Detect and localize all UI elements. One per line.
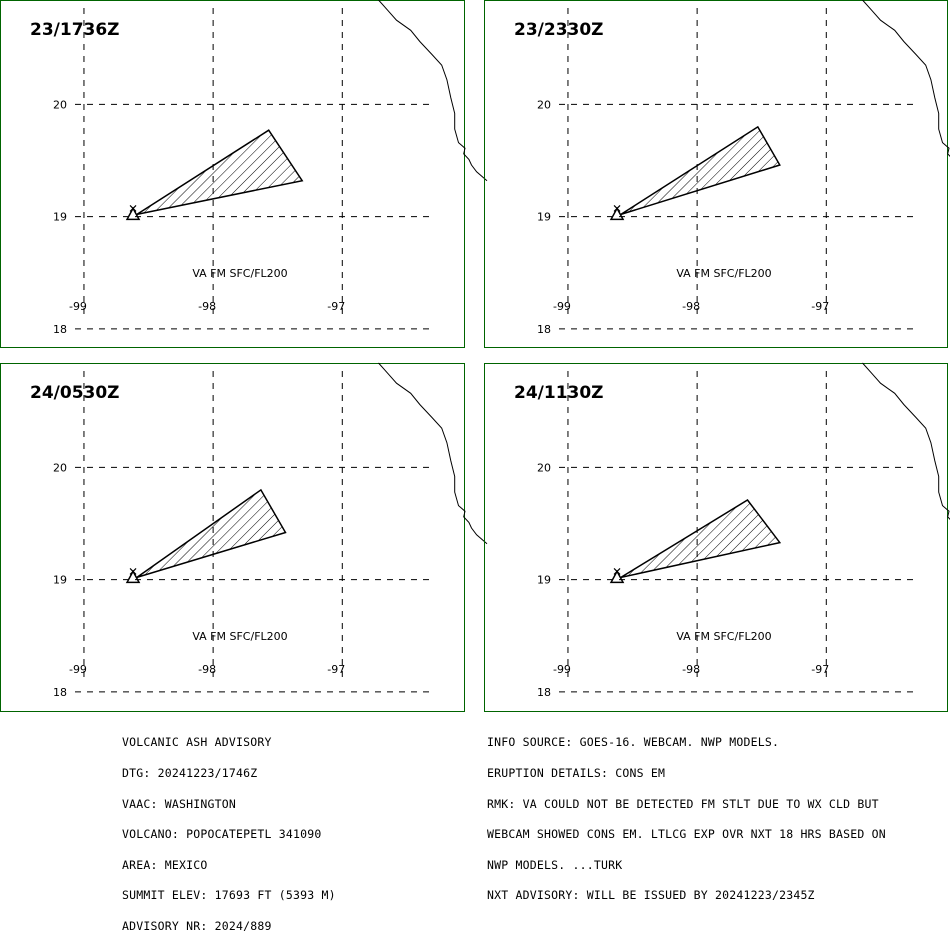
- longitude-label: -98: [198, 300, 216, 313]
- map-panel: 20 19 18-99 -98 -97 VA FM SFC/FL200 24/0530Z: [1, 363, 488, 712]
- latitude-label: 18: [53, 686, 67, 699]
- advisory-summit-elev: SUMMIT ELEV: 17693 FT (5393 M): [122, 890, 336, 900]
- map-panel: 20 19 18-99 -98 -97 VA FM SFC/FL200 24/1130Z: [485, 363, 950, 712]
- latitude-label: 20: [537, 461, 551, 474]
- advisory-number: ADVISORY NR: 2024/889: [122, 921, 336, 931]
- longitude-label: -98: [682, 663, 700, 676]
- longitude-label: -97: [811, 663, 829, 676]
- ash-cloud-polygon: [621, 500, 780, 577]
- longitude-label: -99: [553, 300, 571, 313]
- advisory-volcano: VOLCANO: POPOCATEPETL 341090: [122, 829, 336, 839]
- latitude-label: 20: [537, 98, 551, 111]
- ash-cloud-polygon: [137, 130, 302, 214]
- longitude-label: -97: [811, 300, 829, 313]
- coastline: [379, 363, 488, 544]
- latitude-label: 20: [53, 461, 67, 474]
- longitude-label: -98: [198, 663, 216, 676]
- volcano-icon: [127, 205, 139, 219]
- panel-time-title: 23/1736Z: [30, 20, 120, 40]
- va-level-label: VA FM SFC/FL200: [676, 267, 771, 280]
- panel-time-title: 24/1130Z: [514, 383, 604, 403]
- advisory-header-block: VOLCANIC ASH ADVISORY DTG: 20241223/1746…: [122, 717, 336, 941]
- advisory-info-source: INFO SOURCE: GOES-16. WEBCAM. NWP MODELS…: [487, 737, 886, 747]
- advisory-next-advisory: NXT ADVISORY: WILL BE ISSUED BY 20241223…: [487, 890, 886, 900]
- advisory-details-block: INFO SOURCE: GOES-16. WEBCAM. NWP MODELS…: [487, 717, 886, 911]
- longitude-label: -97: [327, 300, 345, 313]
- advisory-vaac: VAAC: WASHINGTON: [122, 799, 336, 809]
- longitude-label: -98: [682, 300, 700, 313]
- va-level-label: VA FM SFC/FL200: [192, 630, 287, 643]
- longitude-label: -99: [553, 663, 571, 676]
- longitude-label: -99: [69, 300, 87, 313]
- panel-time-title: 24/0530Z: [30, 383, 120, 403]
- advisory-eruption-details: ERUPTION DETAILS: CONS EM: [487, 768, 886, 778]
- panel-time-title: 23/2330Z: [514, 20, 604, 40]
- latitude-label: 19: [53, 574, 67, 587]
- volcano-icon: [611, 568, 623, 582]
- latitude-label: 18: [53, 323, 67, 336]
- ash-cloud-polygon: [137, 490, 286, 578]
- coastline: [863, 363, 950, 544]
- longitude-label: -99: [69, 663, 87, 676]
- longitude-label: -97: [327, 663, 345, 676]
- ash-cloud-polygon: [621, 127, 780, 214]
- coastline: [863, 0, 950, 181]
- advisory-remark-line-3: NWP MODELS. ...TURK: [487, 860, 886, 870]
- volcano-icon: [127, 568, 139, 582]
- volcano-icon: [611, 205, 623, 219]
- advisory-remark-line-2: WEBCAM SHOWED CONS EM. LTLCG EXP OVR NXT…: [487, 829, 886, 839]
- latitude-label: 19: [53, 211, 67, 224]
- latitude-label: 18: [537, 323, 551, 336]
- latitude-label: 18: [537, 686, 551, 699]
- va-level-label: VA FM SFC/FL200: [676, 630, 771, 643]
- advisory-dtg: DTG: 20241223/1746Z: [122, 768, 336, 778]
- map-panel: 20 19 18-99 -98 -97 VA FM SFC/FL200 23/2330Z: [485, 0, 950, 348]
- va-level-label: VA FM SFC/FL200: [192, 267, 287, 280]
- advisory-remark-line-1: RMK: VA COULD NOT BE DETECTED FM STLT DU…: [487, 799, 886, 809]
- coastline: [379, 0, 488, 181]
- advisory-area: AREA: MEXICO: [122, 860, 336, 870]
- latitude-label: 19: [537, 574, 551, 587]
- latitude-label: 19: [537, 211, 551, 224]
- map-panel: 20 19 18-99 -98 -97 VA FM SFC/FL200 23/1736Z: [1, 0, 488, 348]
- advisory-title: VOLCANIC ASH ADVISORY: [122, 737, 336, 747]
- latitude-label: 20: [53, 98, 67, 111]
